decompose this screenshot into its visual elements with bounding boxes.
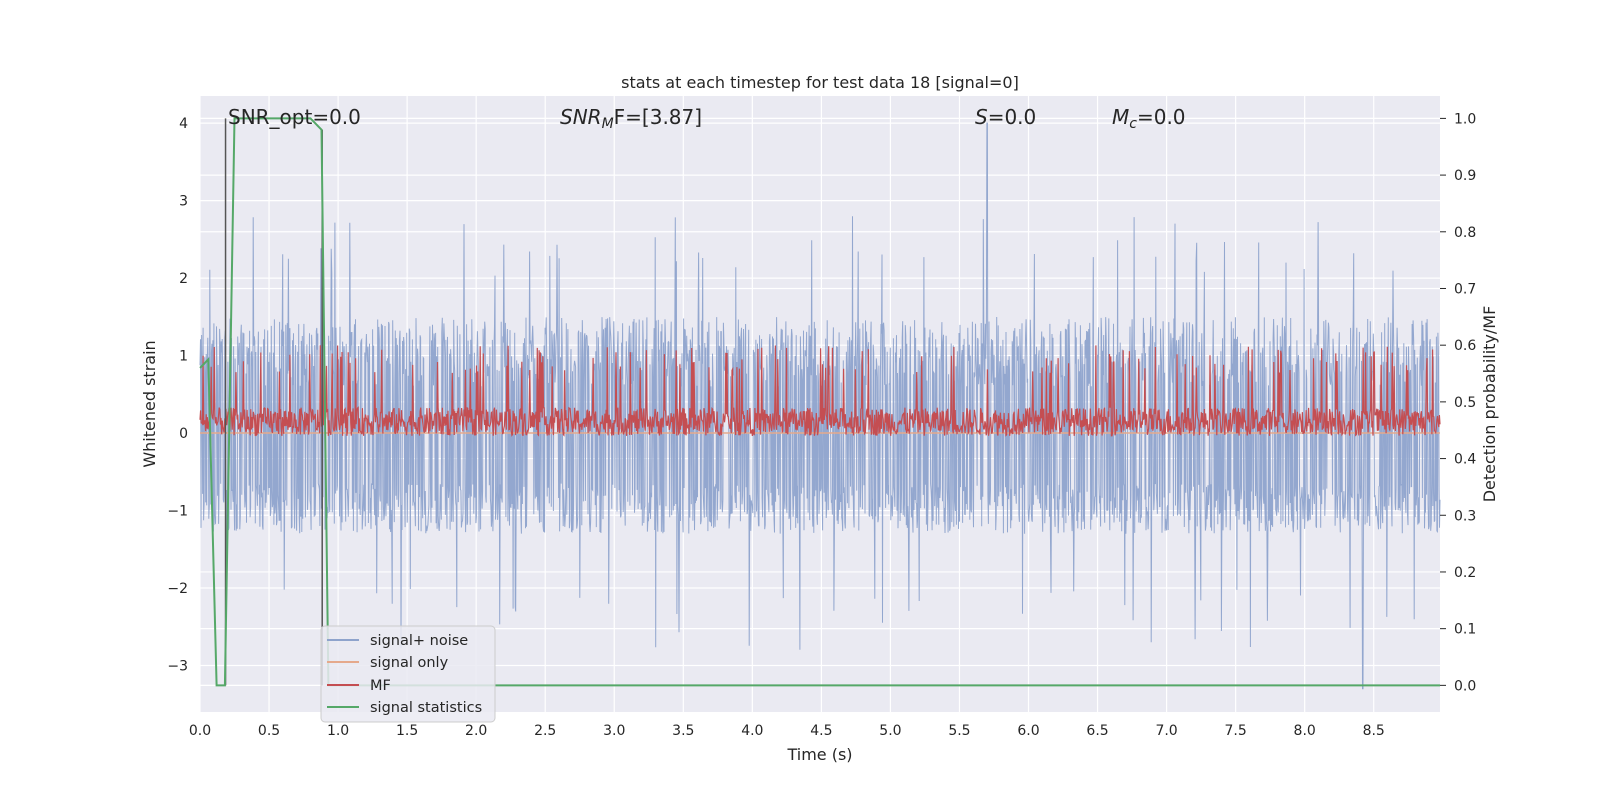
annotation-s-rest: =0.0 [988, 105, 1037, 129]
right-y-tick-label: 0.0 [1454, 678, 1476, 694]
chart-title: stats at each timestep for test data 18 … [621, 73, 1019, 92]
legend-label-signal-only: signal only [370, 655, 449, 671]
y-tick-label: 4 [179, 116, 188, 132]
right-y-tick-label: 0.2 [1454, 565, 1476, 581]
y-tick-label: 0 [179, 426, 188, 442]
x-tick-label: 7.0 [1155, 723, 1177, 739]
annotation-mc-rest: =0.0 [1137, 105, 1186, 129]
left-axis-ticks: 4 3 2 1 0 −1 −2 −3 [167, 116, 188, 674]
right-y-axis-label: Detection probability/MF [1480, 306, 1499, 503]
mf-line [199, 345, 1441, 437]
annotation-mc-sub: c [1129, 116, 1137, 132]
y-axis-label: Whitened strain [140, 340, 159, 467]
right-y-tick-label: 0.5 [1454, 395, 1476, 411]
data-layer [199, 117, 1441, 690]
x-tick-label: 8.0 [1294, 723, 1316, 739]
annotation-snr-mf-rest: F=[3.87] [614, 105, 702, 129]
x-axis-label: Time (s) [786, 745, 852, 764]
legend-label-signal-statistics: signal statistics [370, 700, 482, 716]
right-axis-ticks: 1.0 0.9 0.8 0.7 0.6 0.5 0.4 0.3 0.2 0.1 0.0 [1440, 111, 1476, 694]
annotation-s: S=0.0 [975, 105, 1036, 129]
legend-box [320, 625, 496, 723]
y-tick-label: 2 [179, 271, 188, 287]
x-tick-label: 4.5 [810, 723, 832, 739]
annotation-snr-mf-main: SNR [560, 105, 602, 129]
x-tick-label: 0.0 [189, 723, 211, 739]
x-tick-label: 1.0 [327, 723, 349, 739]
right-y-tick-label: 0.3 [1454, 508, 1476, 524]
annotation-snr-opt: SNR_opt=0.0 [228, 105, 361, 129]
x-tick-label: 0.5 [258, 723, 280, 739]
annotation-snr-mf-sub: M [602, 116, 614, 132]
x-tick-label: 1.5 [396, 723, 418, 739]
legend: signal+ noise signal only MF signal stat… [320, 625, 496, 723]
annotation-mc: Mc=0.0 [1112, 105, 1186, 132]
legend-label-signal-noise: signal+ noise [370, 633, 468, 649]
x-tick-label: 3.5 [672, 723, 694, 739]
x-tick-label: 4.0 [741, 723, 763, 739]
x-tick-label: 2.5 [534, 723, 556, 739]
legend-label-mf: MF [370, 678, 391, 694]
y-tick-label: 3 [179, 194, 188, 210]
y-tick-label: −2 [167, 581, 188, 597]
right-y-tick-label: 0.8 [1454, 225, 1476, 241]
right-y-tick-label: 0.4 [1454, 452, 1476, 468]
x-tick-label: 5.0 [879, 723, 901, 739]
x-tick-label: 5.5 [948, 723, 970, 739]
right-y-tick-label: 0.6 [1454, 338, 1476, 354]
x-tick-label: 2.0 [465, 723, 487, 739]
y-tick-label: 1 [179, 349, 188, 365]
x-axis-ticks: 0.0 0.5 1.0 1.5 2.0 2.5 3.0 3.5 4.0 4.5 5.0 5.5 6.0 6… [189, 723, 1385, 739]
x-tick-label: 3.0 [603, 723, 625, 739]
x-tick-label: 8.5 [1363, 723, 1385, 739]
annotation-s-main: S [975, 105, 988, 129]
y-tick-label: −1 [167, 504, 188, 520]
right-y-tick-label: 0.7 [1454, 281, 1476, 297]
right-y-tick-label: 0.1 [1454, 622, 1476, 638]
signal-statistics-line [199, 117, 1440, 687]
right-y-tick-label: 0.9 [1454, 168, 1476, 184]
annotation-mc-main: M [1112, 105, 1129, 129]
x-tick-label: 6.0 [1017, 723, 1039, 739]
x-tick-label: 7.5 [1225, 723, 1247, 739]
y-tick-label: −3 [167, 659, 188, 675]
right-y-tick-label: 1.0 [1454, 111, 1476, 127]
x-tick-label: 6.5 [1086, 723, 1108, 739]
annotation-snr-mf: SNRMF=[3.87] [560, 105, 702, 132]
